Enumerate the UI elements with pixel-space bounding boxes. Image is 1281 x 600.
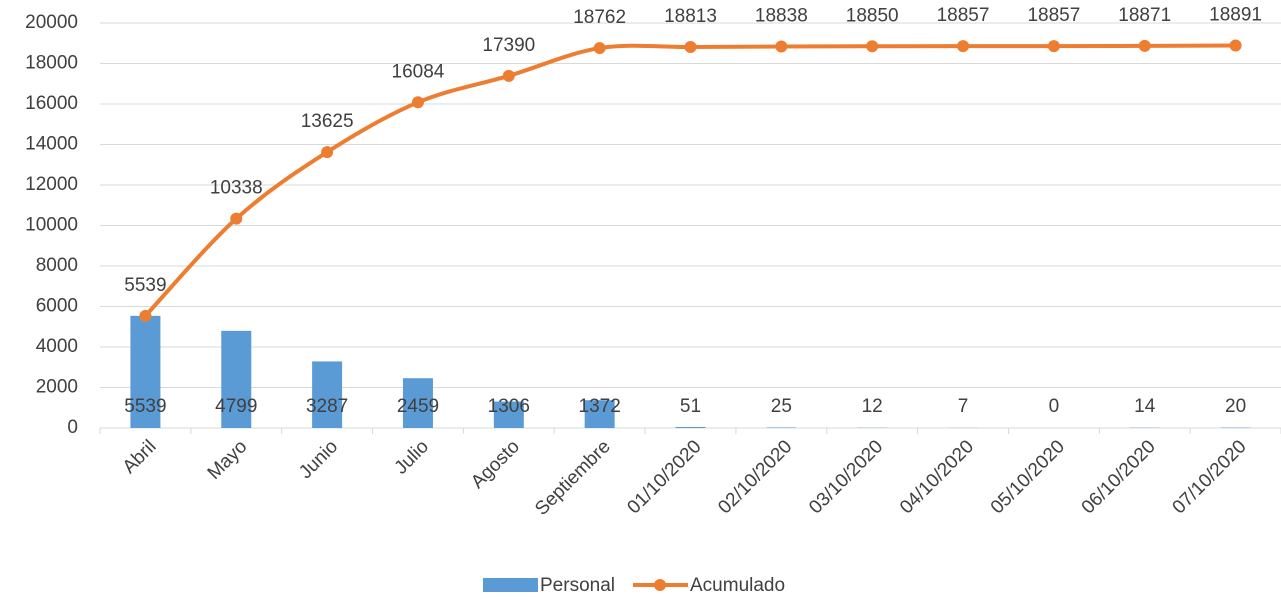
y-tick-label: 8000 — [36, 255, 78, 276]
x-tick-label: Mayo — [204, 436, 252, 484]
data-label: 18857 — [1027, 5, 1080, 26]
point — [775, 40, 788, 53]
y-tick-label: 18000 — [25, 53, 78, 74]
data-label: 14 — [1134, 396, 1156, 417]
x-tick-label: 04/10/2020 — [896, 436, 978, 518]
data-label: 3287 — [306, 396, 348, 417]
point — [866, 40, 879, 53]
bar — [312, 361, 343, 428]
x-tick-label: Junio — [295, 436, 342, 483]
data-label: 18850 — [846, 5, 899, 26]
point — [1229, 39, 1242, 52]
y-tick-label: 4000 — [36, 336, 78, 357]
y-tick-label: 2000 — [36, 377, 78, 398]
point — [1047, 40, 1060, 53]
data-label: 4799 — [215, 396, 257, 417]
x-tick-label: 03/10/2020 — [805, 436, 887, 518]
y-tick-label: 14000 — [25, 134, 78, 155]
data-label: 12 — [862, 396, 883, 417]
data-label: 18871 — [1118, 5, 1171, 26]
point — [321, 146, 334, 159]
data-label: 1306 — [488, 396, 530, 417]
data-label: 18891 — [1209, 4, 1262, 25]
x-tick-label: Agosto — [467, 436, 524, 493]
y-tick-label: 10000 — [25, 215, 78, 236]
y-tick-label: 6000 — [36, 296, 78, 317]
data-label: 18857 — [937, 5, 990, 26]
point — [230, 212, 243, 225]
data-label: 7 — [958, 396, 969, 417]
data-label: 5539 — [124, 396, 166, 417]
data-label: 5539 — [124, 275, 166, 296]
legend-swatch — [654, 579, 666, 591]
bar — [221, 330, 252, 428]
data-label: 1372 — [579, 396, 621, 417]
x-tick-label: 01/10/2020 — [623, 436, 705, 518]
data-label: 10338 — [210, 178, 263, 199]
x-tick-label: Julio — [391, 436, 433, 478]
legend-label: Acumulado — [690, 575, 785, 596]
x-tick-label: 05/10/2020 — [987, 436, 1069, 518]
point — [139, 309, 152, 322]
data-label: 13625 — [301, 111, 354, 132]
data-label: 18762 — [573, 7, 626, 28]
data-label: 18813 — [664, 6, 717, 27]
data-label: 0 — [1049, 396, 1060, 417]
x-tick-label: 06/10/2020 — [1078, 436, 1160, 518]
point — [593, 42, 606, 55]
data-label: 2459 — [397, 396, 439, 417]
bar — [493, 401, 524, 428]
data-label: 16084 — [392, 61, 445, 82]
bar — [130, 315, 161, 428]
bar — [584, 400, 615, 428]
data-label: 18838 — [755, 6, 808, 27]
y-tick-label: 20000 — [25, 12, 78, 33]
y-tick-label: 12000 — [25, 174, 78, 195]
point — [957, 40, 970, 53]
bar — [402, 378, 433, 428]
x-tick-label: 02/10/2020 — [714, 436, 796, 518]
data-label: 17390 — [482, 35, 535, 56]
x-tick-label: Abril — [119, 436, 161, 478]
legend-swatch — [483, 578, 538, 592]
point — [411, 96, 424, 109]
bar — [766, 427, 797, 428]
data-label: 20 — [1225, 396, 1246, 417]
x-tick-label: 07/10/2020 — [1169, 436, 1251, 518]
y-tick-label: 0 — [67, 417, 78, 438]
point — [1138, 39, 1151, 52]
point — [502, 69, 515, 82]
y-tick-label: 16000 — [25, 93, 78, 114]
line — [143, 43, 1238, 318]
bar — [675, 426, 706, 428]
x-tick-label: Septiembre — [531, 436, 615, 520]
data-label: 51 — [680, 396, 701, 417]
data-label: 25 — [771, 396, 792, 417]
legend-label: Personal — [540, 575, 615, 596]
point — [684, 41, 697, 54]
